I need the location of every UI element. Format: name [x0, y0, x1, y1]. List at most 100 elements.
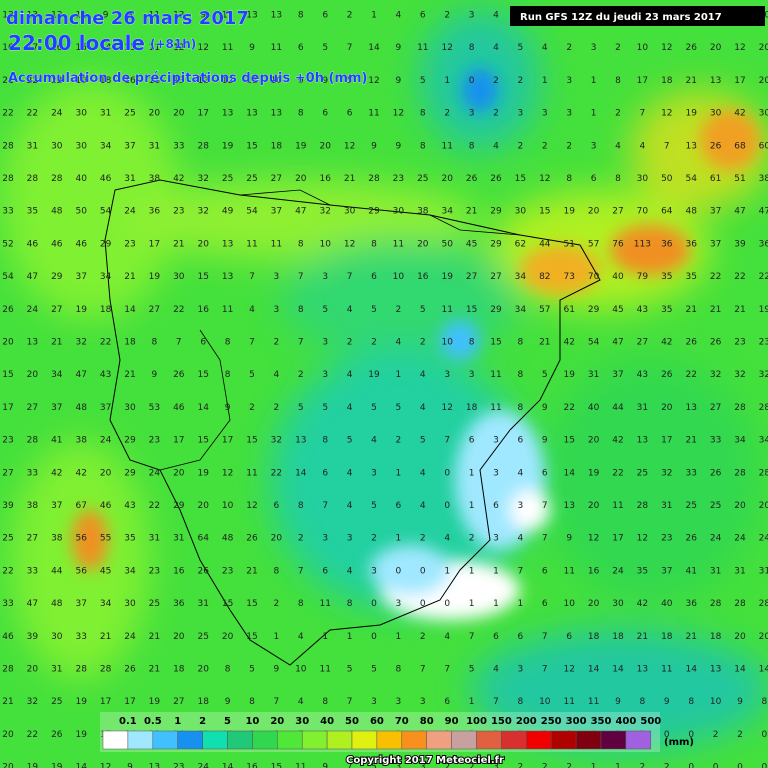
grid-value: 1: [444, 566, 450, 576]
grid-value: 1: [591, 763, 597, 768]
grid-value: 18: [661, 76, 673, 86]
grid-value: 20: [222, 632, 234, 642]
legend-swatch: [252, 730, 278, 750]
grid-value: 3: [518, 109, 524, 119]
grid-value: 17: [197, 109, 208, 119]
precip-core: [72, 68, 760, 620]
grid-value: 4: [298, 697, 304, 707]
grid-value: 8: [347, 599, 353, 609]
grid-value: 5: [322, 403, 328, 413]
grid-value: 2: [493, 76, 499, 86]
grid-value: 7: [542, 632, 548, 642]
grid-value: 13: [246, 11, 257, 21]
grid-value: 6: [493, 632, 499, 642]
grid-value: 0: [688, 763, 694, 768]
grid-value: 1: [347, 632, 353, 642]
grid-value: 17: [149, 239, 160, 249]
grid-value: 26: [2, 305, 14, 315]
grid-value: 27: [710, 403, 721, 413]
grid-value: 28: [734, 468, 746, 478]
grid-value: 11: [319, 599, 330, 609]
grid-value: 4: [249, 305, 255, 315]
grid-value: 3: [566, 109, 572, 119]
grid-value: 9: [274, 665, 280, 675]
grid-value: 28: [759, 468, 768, 478]
grid-value: 6: [274, 501, 280, 511]
grid-value: 11: [441, 305, 452, 315]
grid-value: 11: [222, 305, 233, 315]
grid-value: 37: [612, 370, 623, 380]
grid-value: 20: [100, 468, 112, 478]
grid-value: 13: [637, 436, 648, 446]
grid-value: 3: [469, 370, 475, 380]
grid-value: 8: [518, 697, 524, 707]
grid-value: 8: [322, 436, 328, 446]
grid-value: 13: [685, 403, 696, 413]
grid-value: 18: [661, 632, 673, 642]
grid-value: 20: [759, 632, 768, 642]
grid-value: 11: [661, 665, 672, 675]
grid-value: 23: [124, 239, 135, 249]
grid-value: 17: [661, 436, 672, 446]
grid-value: 14: [759, 665, 768, 675]
grid-value: 10: [319, 239, 331, 249]
grid-value: 50: [661, 174, 673, 184]
grid-value: 22: [27, 76, 38, 86]
grid-value: 24: [51, 109, 63, 119]
grid-value: 11: [319, 665, 330, 675]
grid-value: 7: [469, 632, 475, 642]
grid-value: 17: [637, 76, 648, 86]
grid-value: 8: [615, 76, 621, 86]
grid-value: 29: [100, 239, 112, 249]
grid-value: 5: [322, 43, 328, 53]
grid-value: 31: [100, 109, 111, 119]
lead-time: (+81h): [150, 37, 196, 51]
grid-value: 2: [396, 436, 402, 446]
grid-value: 8: [566, 174, 572, 184]
grid-value: 23: [173, 763, 184, 768]
grid-value: 1: [396, 370, 402, 380]
grid-value: 15: [271, 763, 282, 768]
grid-value: 12: [344, 141, 355, 151]
grid-value: 28: [100, 665, 112, 675]
grid-value: 8: [298, 109, 304, 119]
grid-value: 20: [710, 43, 722, 53]
grid-value: 18: [100, 76, 112, 86]
grid-value: 13: [2, 11, 13, 21]
grid-value: 9: [127, 763, 133, 768]
grid-value: 16: [319, 174, 331, 184]
grid-value: 27: [612, 207, 623, 217]
grid-value: 34: [100, 599, 112, 609]
grid-value: 12: [197, 43, 208, 53]
grid-value: 20: [173, 632, 185, 642]
grid-value: 36: [149, 207, 161, 217]
grid-value: 1: [493, 566, 499, 576]
grid-value: 37: [124, 141, 135, 151]
grid-value: 11: [222, 11, 233, 21]
grid-value: 5: [249, 370, 255, 380]
legend-swatch: [501, 730, 527, 750]
grid-value: 52: [2, 239, 13, 249]
grid-value: 51: [563, 239, 574, 249]
grid-value: 3: [469, 109, 475, 119]
grid-value: 40: [661, 599, 673, 609]
grid-value: 4: [493, 11, 499, 21]
grid-value: 48: [75, 403, 87, 413]
grid-value: 37: [710, 207, 721, 217]
grid-value: 44: [51, 566, 63, 576]
grid-value: 0: [444, 468, 450, 478]
grid-value: 20: [588, 599, 600, 609]
grid-value: 33: [27, 566, 38, 576]
grid-value: 3: [518, 501, 524, 511]
legend-label: 0.1: [119, 716, 137, 727]
grid-value: 5: [371, 501, 377, 511]
grid-value: 20: [2, 730, 14, 740]
grid-value: 1: [396, 632, 402, 642]
grid-value: 11: [490, 370, 501, 380]
grid-value: 3: [396, 763, 402, 768]
legend-swatch: [326, 730, 353, 750]
grid-value: 20: [173, 109, 185, 119]
grid-value: 5: [249, 665, 255, 675]
grid-value: 26: [197, 566, 209, 576]
grid-value: 20: [271, 534, 283, 544]
